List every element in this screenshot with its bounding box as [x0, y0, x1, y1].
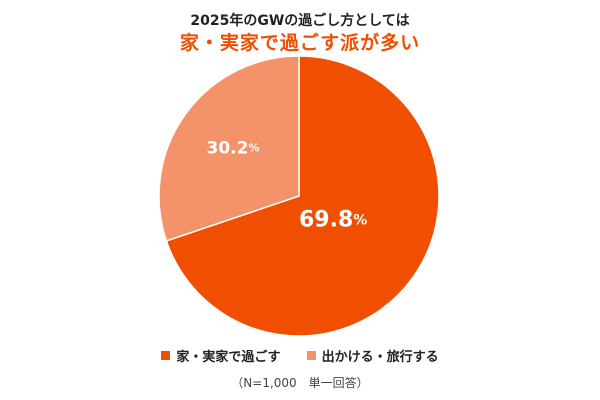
sample-note: （N=1,000 単一回答） [231, 376, 369, 390]
pie-slice-travel [158, 55, 300, 242]
legend: 家・実家で過ごす 出かける・旅行する [0, 346, 600, 365]
legend-swatch-home [161, 351, 171, 360]
legend-item-home: 家・実家で過ごす [161, 346, 281, 365]
legend-label-travel: 出かける・旅行する [321, 350, 439, 365]
legend-label-home: 家・実家で過ごす [176, 350, 281, 365]
pie-label-home: 69.8% [299, 207, 367, 232]
chart-title: 2025年のGWの過ごし方としては [190, 13, 410, 29]
chart-subtitle: 家・実家で過ごす派が多い [179, 32, 421, 54]
pie-label-travel: 30.2% [207, 139, 260, 159]
legend-swatch-travel [306, 351, 316, 360]
pie-slice-home [165, 55, 440, 337]
legend-item-travel: 出かける・旅行する [306, 346, 439, 365]
